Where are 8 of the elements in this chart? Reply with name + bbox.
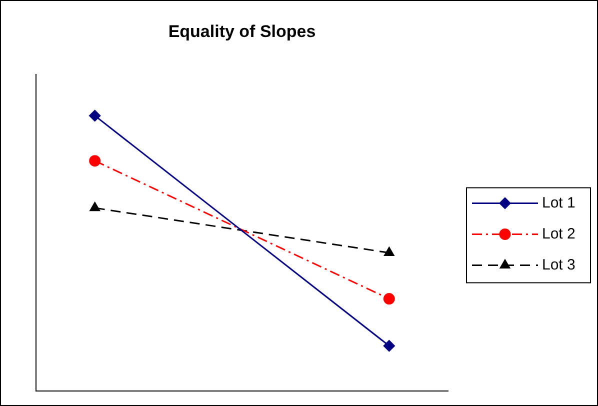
point	[383, 340, 395, 352]
chart-title: Equality of Slopes	[168, 22, 316, 41]
point	[89, 155, 101, 167]
legend-label: Lot 3	[542, 256, 576, 274]
point	[89, 110, 101, 122]
point	[383, 293, 395, 305]
legend-label: Lot 1	[542, 194, 576, 212]
legend-label: Lot 2	[542, 225, 576, 242]
